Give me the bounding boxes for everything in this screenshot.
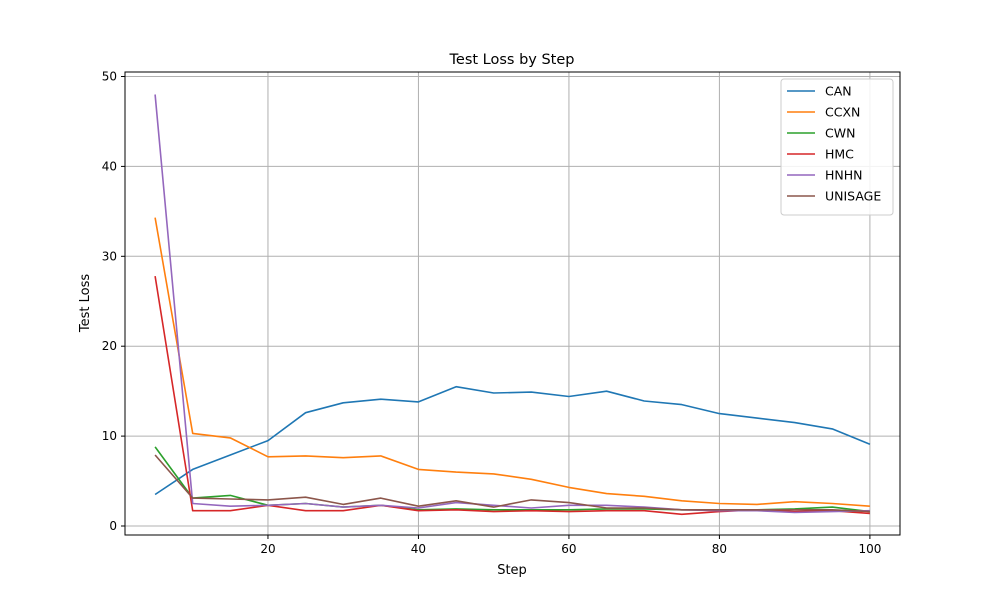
- y-tick-label: 50: [102, 69, 117, 83]
- plot-frame: [124, 71, 901, 536]
- series-line-cwn: [154, 446, 870, 513]
- series-lines: [154, 94, 871, 516]
- series-line-hmc: [154, 275, 870, 516]
- chart-title: Test Loss by Step: [449, 52, 575, 68]
- legend-label: CCXN: [825, 105, 860, 120]
- y-tick-label: 40: [102, 159, 117, 173]
- x-tick-label: 20: [260, 542, 275, 556]
- legend: CAN CCXN CWN HMC HNHN UNISAGE: [780, 78, 894, 216]
- legend-label: UNISAGE: [825, 189, 881, 204]
- legend-box: [780, 78, 894, 216]
- x-tick-label: 80: [712, 542, 727, 556]
- y-tick-label: 0: [109, 519, 117, 533]
- x-axis-label: Step: [497, 563, 527, 578]
- legend-label: CWN: [825, 126, 855, 141]
- series-line-hnhn: [154, 94, 870, 514]
- x-axis-ticks: 20 40 60 80 100: [260, 535, 881, 556]
- x-tick-label: 60: [561, 542, 576, 556]
- series-line-ccxn: [154, 217, 870, 507]
- y-tick-label: 20: [102, 339, 117, 353]
- y-axis-ticks: 0 10 20 30 40 50: [102, 69, 125, 533]
- series-line-unisage: [154, 454, 870, 513]
- legend-label: CAN: [825, 84, 852, 99]
- y-axis-label: Test Loss: [78, 274, 93, 333]
- y-tick-label: 30: [102, 249, 117, 263]
- legend-label: HNHN: [825, 168, 863, 183]
- grid: [125, 72, 900, 535]
- y-tick-label: 10: [102, 429, 117, 443]
- legend-label: HMC: [825, 147, 854, 162]
- x-tick-label: 100: [858, 542, 881, 556]
- series-line-can: [154, 385, 871, 496]
- x-tick-label: 40: [411, 542, 426, 556]
